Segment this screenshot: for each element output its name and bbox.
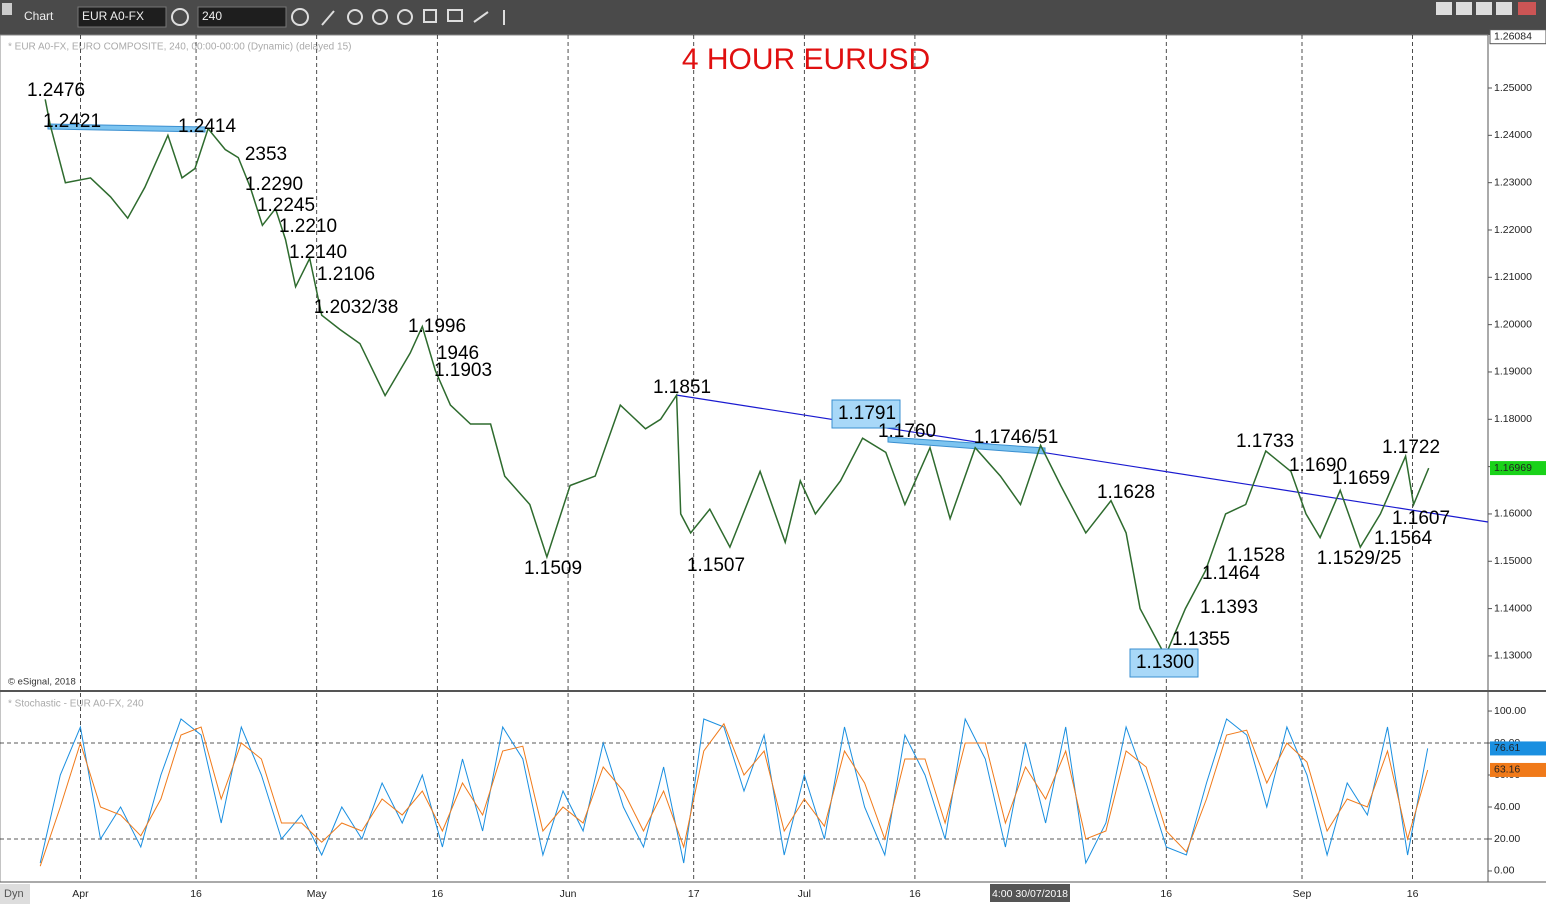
x-tick-label: Sep bbox=[1293, 888, 1312, 900]
annotation: 1.1996 bbox=[408, 316, 466, 337]
annotation: 2353 bbox=[245, 144, 287, 165]
y-tick-label: 100.00 bbox=[1494, 705, 1526, 717]
window-title: Chart bbox=[24, 9, 54, 23]
annotation: 1.1509 bbox=[524, 558, 582, 579]
last-value-box bbox=[1490, 741, 1546, 756]
y-tick-label: 20.00 bbox=[1494, 833, 1520, 845]
crosshair-label: 4:00 30/07/2018 bbox=[992, 888, 1068, 900]
chart-title: 4 HOUR EURUSD bbox=[682, 43, 930, 76]
price-line bbox=[39, 717, 1429, 865]
annotation: 1.1722 bbox=[1382, 437, 1440, 458]
y-tick-label: 1.25000 bbox=[1494, 82, 1532, 94]
plot-area bbox=[0, 34, 1489, 883]
annotation: 1.2210 bbox=[279, 216, 337, 237]
annotation: 1.1607 bbox=[1392, 508, 1450, 529]
annotation: 1.1791 bbox=[838, 403, 896, 424]
interval[interactable]: 240 bbox=[202, 9, 222, 23]
annotation: 1.1355 bbox=[1172, 629, 1230, 650]
last-value-box bbox=[1490, 461, 1546, 476]
annotation: 1.1659 bbox=[1332, 468, 1390, 489]
annotation: 1.1564 bbox=[1374, 528, 1433, 549]
annotation: 1.1628 bbox=[1097, 482, 1155, 503]
annotation: 1.2421 bbox=[43, 111, 101, 132]
annotation: 1.2032/38 bbox=[314, 297, 399, 318]
annotation: 1.1760 bbox=[878, 421, 936, 442]
x-tick-label: 16 bbox=[190, 888, 202, 900]
annotation: 1.1529/25 bbox=[1317, 548, 1402, 569]
annotation: 1.1851 bbox=[653, 377, 711, 398]
price-line bbox=[39, 722, 1429, 867]
label-box bbox=[831, 399, 901, 429]
dyn-box[interactable] bbox=[0, 884, 30, 904]
y-tick-label: 0.00 bbox=[1494, 865, 1515, 877]
annotation: 1.1746/51 bbox=[974, 427, 1059, 448]
x-tick-label: 17 bbox=[688, 888, 700, 900]
label-box bbox=[1129, 648, 1199, 678]
symbol[interactable]: EUR A0-FX bbox=[82, 9, 144, 23]
y-tick-label: 1.19000 bbox=[1494, 366, 1532, 378]
annotation: 1.2414 bbox=[178, 116, 237, 137]
resistance-zone bbox=[47, 123, 206, 133]
interval-box[interactable] bbox=[197, 6, 287, 28]
y-tick-label: 1.24000 bbox=[1494, 129, 1532, 141]
x-tick-label: Jun bbox=[560, 888, 577, 900]
annotation: 1.2140 bbox=[289, 242, 347, 263]
high-label: 1.26084 bbox=[1494, 30, 1532, 42]
annotation: 1.1300 bbox=[1136, 652, 1194, 673]
dyn[interactable]: Dyn bbox=[4, 888, 24, 900]
y-tick-label: 1.14000 bbox=[1494, 602, 1532, 614]
last-value: 1.16969 bbox=[1494, 462, 1532, 474]
y-tick-label: 1.13000 bbox=[1494, 650, 1532, 662]
annotation: 1.1690 bbox=[1289, 455, 1347, 476]
y-tick-label: 1.20000 bbox=[1494, 318, 1532, 330]
annotation: 1.1464 bbox=[1202, 563, 1261, 584]
x-tick-label: 16 bbox=[1407, 888, 1419, 900]
chart-info: * EUR A0-FX, EURO COMPOSITE, 240, 00:00-… bbox=[8, 42, 351, 53]
tool-buttons[interactable] bbox=[321, 9, 505, 26]
y-tick-label: 1.23000 bbox=[1494, 176, 1532, 188]
x-tick-label: Apr bbox=[72, 888, 89, 900]
annotation: 1.1393 bbox=[1200, 597, 1258, 618]
stoch-info: * Stochastic - EUR A0-FX, 240 bbox=[8, 699, 144, 710]
annotation: 1.1903 bbox=[434, 360, 492, 381]
copyright: © eSignal, 2018 bbox=[8, 677, 76, 688]
y-tick-label: 1.18000 bbox=[1494, 413, 1532, 425]
last-value-box bbox=[1490, 762, 1546, 777]
settings-button[interactable] bbox=[171, 8, 189, 26]
annotation: 1.1507 bbox=[687, 555, 745, 576]
annotation: 1.1528 bbox=[1227, 545, 1285, 566]
x-tick-label: 16 bbox=[432, 888, 444, 900]
annotation: 1.2106 bbox=[317, 264, 375, 285]
x-tick-label: 16 bbox=[909, 888, 921, 900]
time-button[interactable] bbox=[291, 8, 309, 26]
x-tick-label: May bbox=[307, 888, 328, 900]
annotation: 1.2476 bbox=[27, 80, 85, 101]
chart-icon bbox=[2, 3, 12, 15]
x-tick-label: 16 bbox=[1160, 888, 1172, 900]
last-value: 63.16 bbox=[1494, 764, 1520, 776]
y-tick-label: 1.15000 bbox=[1494, 555, 1532, 567]
price-line bbox=[44, 99, 1430, 658]
y-tick-label: 40.00 bbox=[1494, 801, 1520, 813]
high-box bbox=[1489, 29, 1546, 45]
annotation: 1946 bbox=[437, 343, 479, 364]
symbol-box[interactable] bbox=[77, 6, 167, 28]
trendline bbox=[675, 394, 1489, 523]
last-value: 76.61 bbox=[1494, 742, 1520, 754]
x-tick-label: Jul bbox=[798, 888, 811, 900]
y-tick-label: 1.21000 bbox=[1494, 271, 1532, 283]
annotation: 1.2290 bbox=[245, 174, 303, 195]
window-buttons[interactable] bbox=[1436, 2, 1536, 15]
y-tick-label: 1.16000 bbox=[1494, 508, 1532, 520]
y-tick-label: 1.22000 bbox=[1494, 224, 1532, 236]
annotation: 1.1733 bbox=[1236, 431, 1294, 452]
annotation: 1.2245 bbox=[257, 195, 315, 216]
crosshair-box bbox=[990, 884, 1070, 902]
